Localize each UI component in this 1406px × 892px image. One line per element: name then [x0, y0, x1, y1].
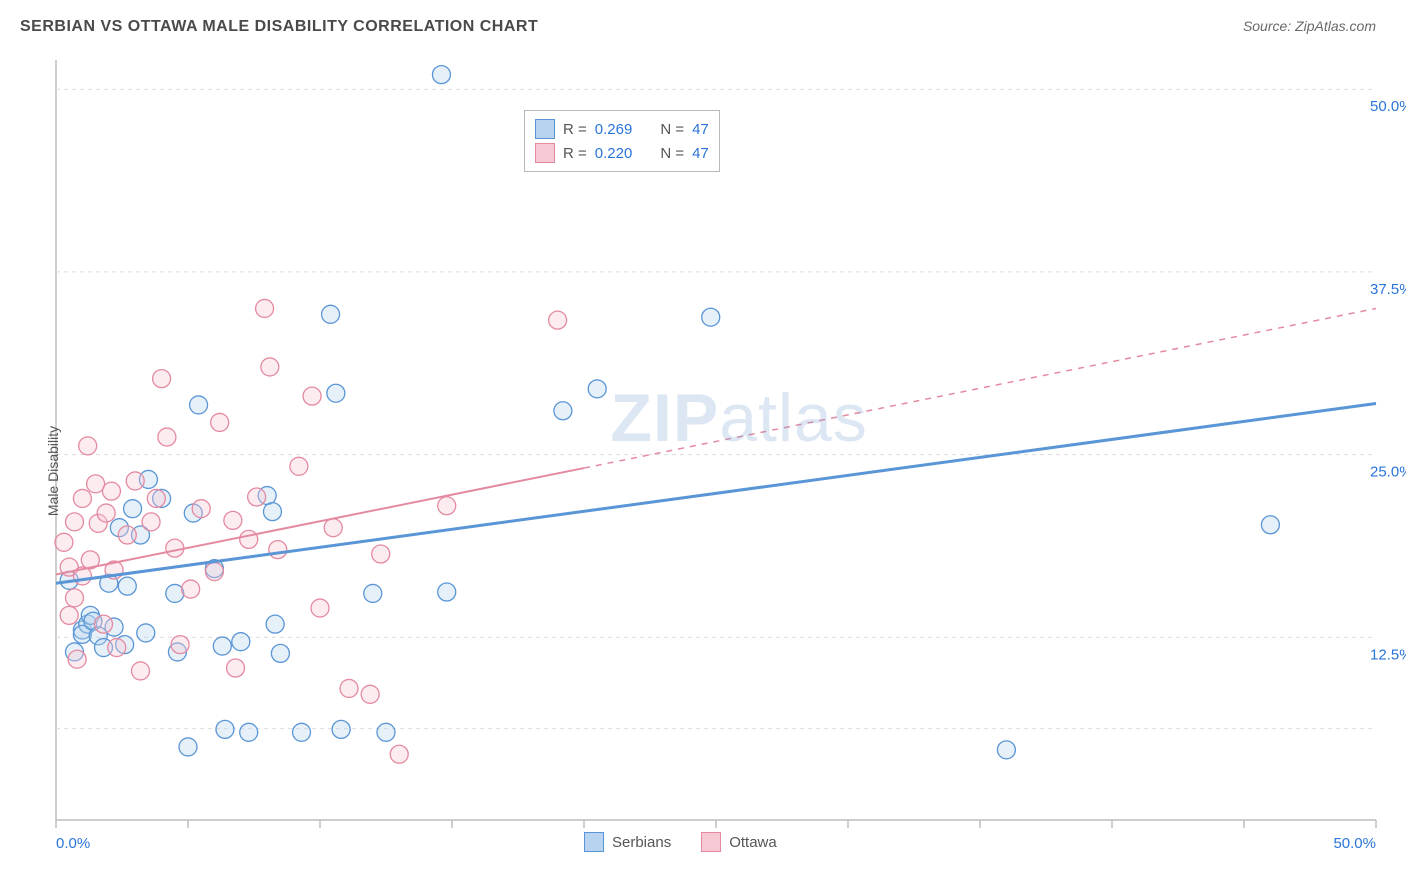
y-axis-label: Male Disability — [45, 426, 61, 516]
data-point — [137, 624, 155, 642]
legend-series: Serbians Ottawa — [584, 832, 777, 852]
data-point — [256, 299, 274, 317]
data-point — [216, 720, 234, 738]
data-point — [232, 633, 250, 651]
legend-n-label: N = — [660, 145, 684, 162]
legend-swatch — [584, 832, 604, 852]
data-point — [702, 308, 720, 326]
data-point — [248, 488, 266, 506]
legend-series-label: Serbians — [612, 834, 671, 851]
data-point — [293, 723, 311, 741]
legend-correlation: R = 0.269 N = 47 R = 0.220 N = 47 — [524, 110, 720, 172]
data-point — [1261, 516, 1279, 534]
data-point — [588, 380, 606, 398]
data-point — [377, 723, 395, 741]
legend-n-label: N = — [660, 121, 684, 138]
legend-series-item: Ottawa — [701, 832, 777, 852]
y-tick-label: 12.5% — [1370, 646, 1406, 663]
data-point — [438, 497, 456, 515]
data-point — [324, 519, 342, 537]
data-point — [182, 580, 200, 598]
data-point — [322, 305, 340, 323]
data-point — [79, 437, 97, 455]
data-point — [68, 650, 86, 668]
legend-n-value: 47 — [692, 145, 709, 162]
y-tick-label: 37.5% — [1370, 281, 1406, 298]
data-point — [95, 615, 113, 633]
data-point — [166, 539, 184, 557]
data-point — [240, 530, 258, 548]
data-point — [131, 662, 149, 680]
data-point — [390, 745, 408, 763]
data-point — [213, 637, 231, 655]
legend-swatch — [535, 119, 555, 139]
legend-r-value: 0.220 — [595, 145, 633, 162]
legend-r-label: R = — [563, 145, 587, 162]
data-point — [311, 599, 329, 617]
legend-r-label: R = — [563, 121, 587, 138]
data-point — [205, 563, 223, 581]
data-point — [211, 413, 229, 431]
data-point — [327, 384, 345, 402]
data-point — [290, 457, 308, 475]
y-tick-label: 50.0% — [1370, 98, 1406, 115]
data-point — [372, 545, 390, 563]
chart-header: SERBIAN VS OTTAWA MALE DISABILITY CORREL… — [20, 18, 1386, 48]
data-point — [269, 541, 287, 559]
data-point — [432, 66, 450, 84]
data-point — [361, 685, 379, 703]
data-point — [227, 659, 245, 677]
data-point — [73, 489, 91, 507]
data-point — [303, 387, 321, 405]
data-point — [179, 738, 197, 756]
legend-swatch — [701, 832, 721, 852]
data-point — [55, 533, 73, 551]
chart-title: SERBIAN VS OTTAWA MALE DISABILITY CORREL… — [20, 18, 538, 35]
data-point — [549, 311, 567, 329]
data-point — [332, 720, 350, 738]
legend-correlation-row: R = 0.269 N = 47 — [535, 117, 709, 141]
data-point — [60, 606, 78, 624]
x-tick-label: 50.0% — [1333, 835, 1376, 852]
legend-n-value: 47 — [692, 121, 709, 138]
data-point — [124, 500, 142, 518]
data-point — [153, 370, 171, 388]
data-point — [261, 358, 279, 376]
data-point — [190, 396, 208, 414]
data-point — [142, 513, 160, 531]
data-point — [171, 636, 189, 654]
data-point — [65, 513, 83, 531]
data-point — [166, 584, 184, 602]
data-point — [65, 589, 83, 607]
legend-r-value: 0.269 — [595, 121, 633, 138]
data-point — [224, 511, 242, 529]
data-point — [240, 723, 258, 741]
data-point — [102, 482, 120, 500]
data-point — [364, 584, 382, 602]
data-point — [126, 472, 144, 490]
data-point — [97, 504, 115, 522]
data-point — [271, 644, 289, 662]
data-point — [118, 526, 136, 544]
data-point — [263, 503, 281, 521]
x-tick-label: 0.0% — [56, 835, 90, 852]
chart-area: Male Disability 12.5% 25.0% 37.5% 50.0% 0.0%… — [0, 50, 1406, 892]
y-tick-label: 25.0% — [1370, 464, 1406, 481]
data-point — [438, 583, 456, 601]
legend-series-item: Serbians — [584, 832, 671, 852]
data-point — [340, 679, 358, 697]
data-point — [147, 489, 165, 507]
data-point — [118, 577, 136, 595]
legend-swatch — [535, 143, 555, 163]
data-point — [192, 500, 210, 518]
data-point — [554, 402, 572, 420]
scatter-chart: 12.5% 25.0% 37.5% 50.0% 0.0% 50.0% — [0, 50, 1406, 892]
data-point — [108, 639, 126, 657]
data-point — [997, 741, 1015, 759]
legend-series-label: Ottawa — [729, 834, 777, 851]
chart-source: Source: ZipAtlas.com — [1243, 18, 1376, 34]
data-point — [266, 615, 284, 633]
data-point — [158, 428, 176, 446]
legend-correlation-row: R = 0.220 N = 47 — [535, 141, 709, 165]
